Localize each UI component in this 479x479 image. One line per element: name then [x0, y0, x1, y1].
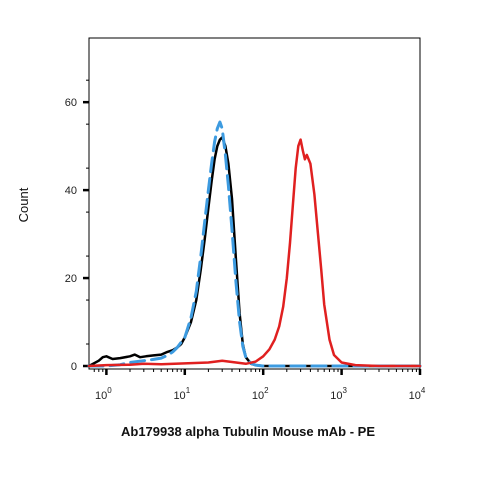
x-tick-label: 102 [252, 386, 269, 402]
x-axis-title: Ab179938 alpha Tubulin Mouse mAb - PE [121, 424, 375, 439]
series-layer [87, 120, 422, 368]
blue-dashed-histogram-line [87, 120, 422, 368]
plot-frame [88, 37, 421, 370]
y-tick-label: 20 [65, 273, 77, 285]
y-axis-title: Count [16, 187, 31, 222]
x-axis: 100 101 102 103 104 [93, 369, 426, 402]
x-tick-label: 103 [330, 386, 347, 402]
y-axis: 0 20 40 60 [65, 79, 89, 373]
y-tick-label: 40 [65, 185, 77, 197]
x-tick-label: 101 [173, 386, 190, 402]
y-tick-label: 0 [71, 361, 77, 373]
black-histogram-line [87, 136, 422, 368]
x-tick-label: 104 [409, 386, 426, 402]
x-tick-label: 100 [95, 386, 112, 402]
red-histogram-line [87, 138, 422, 368]
y-tick-label: 60 [65, 97, 77, 109]
